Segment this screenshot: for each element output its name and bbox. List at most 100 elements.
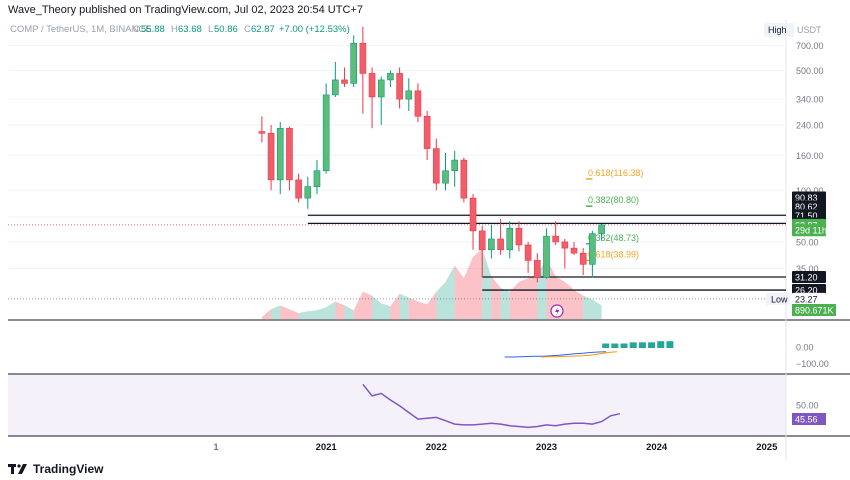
low-label: Low [771,294,788,304]
candle-body [286,127,293,181]
volume-segment [326,301,336,319]
fib-label: 0.618(38.99) [588,249,639,259]
low-label-bg [766,292,790,305]
publisher-text: Wave_Theory published on TradingView.com… [8,4,363,16]
macd-tick-label: −100.00 [796,359,829,369]
volume-segment [574,289,584,319]
candle-body [396,73,403,100]
candle-body [488,238,495,251]
candle-body [579,252,587,265]
volume-segment [454,265,464,319]
tradingview-brand: TradingView [33,462,104,476]
candle-body [267,132,275,181]
volume-segment [528,274,538,319]
candle-body [506,228,514,251]
volume-area [261,249,602,319]
scale-controls[interactable]: High USDT [764,23,822,37]
volume-segment [473,249,483,319]
volume-tag-bg [792,304,836,316]
candle-body [322,94,330,172]
volume-segment [463,256,474,319]
volume-segment [436,282,446,319]
macd-signal-line [541,351,618,358]
candle-body [405,90,413,100]
x-tick-label: 1 [213,442,219,453]
volume-segment [271,305,281,319]
candle-body [276,127,284,181]
legend-symbol: COMP / TetherUS, 1M, BINANCE [10,24,152,35]
y-tick-label: 700.00 [796,41,824,51]
volume-segment [445,265,455,319]
x-tick-label: 2021 [316,442,338,453]
rsi-tag-bg [792,413,826,425]
candle-body [589,233,596,265]
volume-segment [500,287,510,319]
volume-segment [518,278,529,319]
candle-body [469,197,477,232]
horizontal-levels [8,214,786,300]
candle-body [368,73,376,98]
chart-area[interactable]: COMP / TetherUS, 1M, BINANCE O 55.88 H 6… [0,20,850,460]
y-tick-label: 500.00 [796,66,824,76]
candle-body [442,170,449,184]
high-toggle-bg[interactable] [764,23,794,37]
volume-segment [390,293,400,319]
y-tick-label: 240.00 [796,121,824,131]
currency-label: USDT [797,25,822,35]
volume-segment [417,301,428,319]
macd-histogram-bar [602,343,610,348]
candle-body [478,230,486,251]
candle-body [332,79,339,96]
candle-body [423,115,431,149]
candle-body [341,79,348,84]
price-tag-bg [792,292,826,305]
y-tick-label: 100.00 [796,186,824,196]
time-axis: 1 2021 2022 2023 2024 2025 [213,442,778,453]
volume-segment [408,297,418,319]
candle-body [350,42,358,84]
macd-indicator: 0.00 −100.00 [504,341,829,369]
publisher-header: Wave_Theory published on TradingView.com… [0,0,850,20]
candle-body [497,238,504,251]
volume-segment [289,309,299,319]
rsi-tick-label: 50.00 [796,401,819,411]
rsi-tag-text: 45.56 [795,415,818,425]
candle-body [313,170,321,187]
legend-low: 50.86 [214,24,238,35]
candle-body [561,241,569,249]
volume-segment [509,282,519,319]
volume-segment [298,311,308,319]
y-tick-label: 50.00 [796,237,819,247]
volume-segment [427,291,437,319]
rsi-indicator: 50.00 45.56 [362,383,826,429]
fib-label: 0.382(80.80) [588,195,639,205]
price-tag-text: 90.83 [795,193,818,203]
legend-open-label: O [133,24,140,35]
candle-body [359,42,367,74]
lightning-icon[interactable] [550,304,564,318]
legend-change: +7.00 (+12.53%) [279,24,350,35]
volume-segment [381,303,391,319]
macd-histogram-bar [657,341,665,348]
legend-high-label: H [171,24,178,35]
volume-segment [592,299,602,319]
x-tick-label: 2024 [646,442,668,453]
volume-segment [362,291,373,319]
volume-segment [372,295,382,319]
macd-tick-label: 0.00 [796,343,814,353]
price-chart-svg[interactable]: COMP / TetherUS, 1M, BINANCE O 55.88 H 6… [0,20,850,460]
high-toggle[interactable]: High [768,25,787,35]
candles [258,26,605,283]
y-tick-label: 340.00 [796,95,824,105]
candle-body [570,247,578,254]
candle-body [414,90,422,117]
legend-open: 55.88 [141,24,165,35]
legend-high: 63.68 [178,24,202,35]
x-tick-label: 2023 [536,442,557,453]
legend-close-label: C [244,24,251,35]
tradingview-logo-icon [8,464,27,474]
candle-body [295,179,302,199]
volume-tag-text: 890.671K [795,306,834,316]
fib-label: 0.618(116.38) [588,168,643,178]
volume-segment [491,276,501,319]
